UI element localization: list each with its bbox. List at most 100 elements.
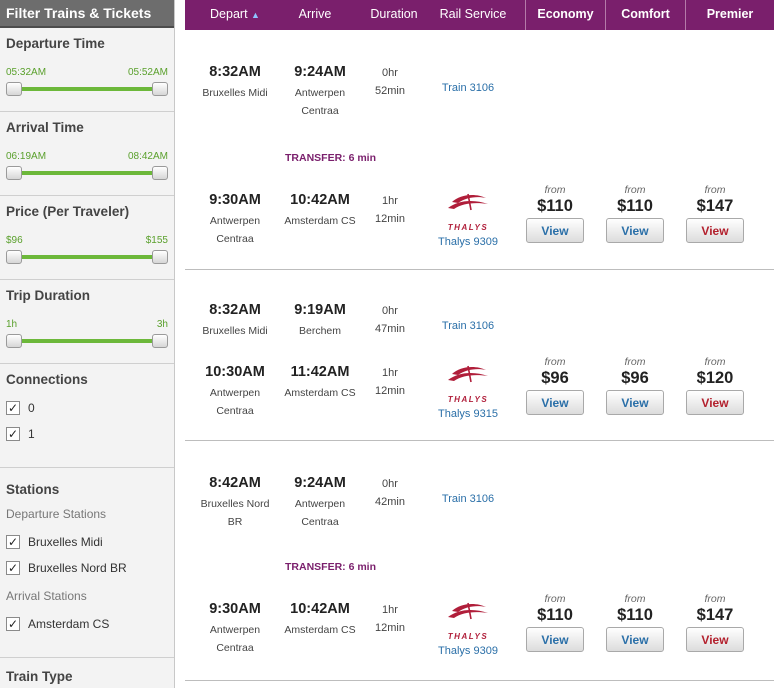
thalys-logo-text: THALYS [447,395,489,404]
checkbox-checked-icon[interactable]: ✓ [6,561,20,575]
thalys-logo-icon [448,365,488,383]
depart-time: 10:30AM [205,364,265,380]
checkbox-label: Bruxelles Midi [28,535,103,549]
column-rail-service[interactable]: Rail Service [439,7,507,21]
depart-station: Antwerpen [209,624,261,636]
price-max: $155 [145,235,168,246]
slider-handle-max[interactable] [152,250,168,264]
departure-time-slider[interactable] [6,82,168,96]
rail-service-link[interactable]: Thalys 9309 [438,645,498,657]
arrive-station: Centraa [301,105,339,117]
fare-from-label: from [544,356,566,368]
duration-minutes: 12min [375,213,405,225]
rail-service-link[interactable]: Train 3106 [441,320,495,332]
train-type-filter: Train Type [0,658,174,688]
slider-handle-min[interactable] [6,82,22,96]
slider-handle-min[interactable] [6,166,22,180]
fare-price: $110 [537,197,573,215]
rail-service-link[interactable]: Train 3106 [441,82,495,94]
checkbox-label: Amsterdam CS [28,617,110,631]
arrive-time: 10:42AM [290,192,350,208]
fare-from-label: from [544,184,566,196]
checkbox-checked-icon[interactable]: ✓ [6,535,20,549]
arrive-time: 11:42AM [290,364,350,380]
trip-duration-filter: Trip Duration 1h 3h [0,280,174,364]
checkbox-checked-icon[interactable]: ✓ [6,617,20,631]
trip-duration-max: 3h [156,319,168,330]
depart-station: Antwerpen [209,215,261,227]
trip-duration-slider[interactable] [6,334,168,348]
depart-time: 9:30AM [209,192,261,208]
result-row: 8:42AM Bruxelles Nord BR 9:24AM Antwerpen Cen… [185,441,774,681]
column-premier[interactable]: Premier [685,0,774,30]
transfer-notice: TRANSFER: 6 min [285,152,377,164]
column-comfort[interactable]: Comfort [605,0,685,30]
depart-time: 8:32AM [209,64,261,80]
view-premier-button[interactable]: View [686,218,744,243]
view-comfort-button[interactable]: View [606,390,664,415]
thalys-logo-text: THALYS [447,223,489,232]
column-depart[interactable]: Depart ▲ [195,0,275,29]
fare-from-label: from [704,593,726,605]
rail-service-link[interactable]: Thalys 9315 [438,408,498,420]
slider-handle-max[interactable] [152,166,168,180]
checkbox-checked-icon[interactable]: ✓ [6,427,20,441]
thalys-logo: THALYS [413,190,523,232]
fare-economy: from $110 View [518,184,592,243]
view-comfort-button[interactable]: View [606,218,664,243]
rail-service-link[interactable]: Thalys 9309 [438,236,498,248]
view-premier-button[interactable]: View [686,390,744,415]
view-premier-button[interactable]: View [686,627,744,652]
thalys-logo-icon [448,602,488,620]
station-option-amsterdam-cs[interactable]: ✓ Amsterdam CS [6,611,168,637]
fare-from-label: from [704,356,726,368]
column-duration[interactable]: Duration [370,7,418,21]
duration-hours: 0hr [382,67,398,79]
fare-comfort: from $110 View [598,184,672,243]
price-min: $96 [6,235,23,246]
view-economy-button[interactable]: View [526,627,584,652]
fare-price: $147 [696,197,734,215]
slider-handle-min[interactable] [6,250,22,264]
rail-service-link[interactable]: Train 3106 [441,493,495,505]
depart-station: Antwerpen [209,387,261,399]
column-arrive[interactable]: Arrive [298,7,332,21]
slider-handle-max[interactable] [152,334,168,348]
view-economy-button[interactable]: View [526,218,584,243]
transfer-notice: TRANSFER: 6 min [285,561,377,573]
view-economy-button[interactable]: View [526,390,584,415]
connections-title: Connections [6,372,88,387]
depart-station: Bruxelles Midi [202,325,268,337]
arrive-station: Amsterdam CS [284,624,356,636]
fare-comfort: from $110 View [598,593,672,652]
arrival-time-filter: Arrival Time 06:19AM 08:42AM [0,112,174,196]
thalys-logo: THALYS [413,599,523,641]
checkbox-checked-icon[interactable]: ✓ [6,401,20,415]
thalys-logo: THALYS [413,362,523,404]
duration-hours: 1hr [382,604,398,616]
connections-option-0[interactable]: ✓ 0 [6,395,168,421]
fare-economy: from $96 View [518,356,592,415]
price-slider[interactable] [6,250,168,264]
connections-option-1[interactable]: ✓ 1 [6,421,168,447]
station-option-bruxelles-midi[interactable]: ✓ Bruxelles Midi [6,529,168,555]
arrival-time-min: 06:19AM [6,151,47,162]
trip-duration-min: 1h [6,319,18,330]
fare-from-label: from [624,184,646,196]
train-type-title: Train Type [6,669,73,684]
fare-price: $110 [617,197,653,215]
slider-handle-min[interactable] [6,334,22,348]
view-comfort-button[interactable]: View [606,627,664,652]
stations-filter: Stations Departure Stations ✓ Bruxelles … [0,468,174,658]
slider-track [10,255,164,259]
fare-premier: from $120 View [678,356,752,415]
checkbox-label: 1 [28,427,35,441]
column-economy[interactable]: Economy [525,0,605,30]
arrive-station: Centraa [301,516,339,528]
arrival-time-slider[interactable] [6,166,168,180]
departure-time-max: 05:52AM [127,67,168,78]
station-option-bruxelles-nord-br[interactable]: ✓ Bruxelles Nord BR [6,555,168,581]
arrival-time-title: Arrival Time [6,120,84,135]
result-row: 8:32AM Bruxelles Midi 9:24AM Antwerpen Centr… [185,30,774,270]
slider-handle-max[interactable] [152,82,168,96]
